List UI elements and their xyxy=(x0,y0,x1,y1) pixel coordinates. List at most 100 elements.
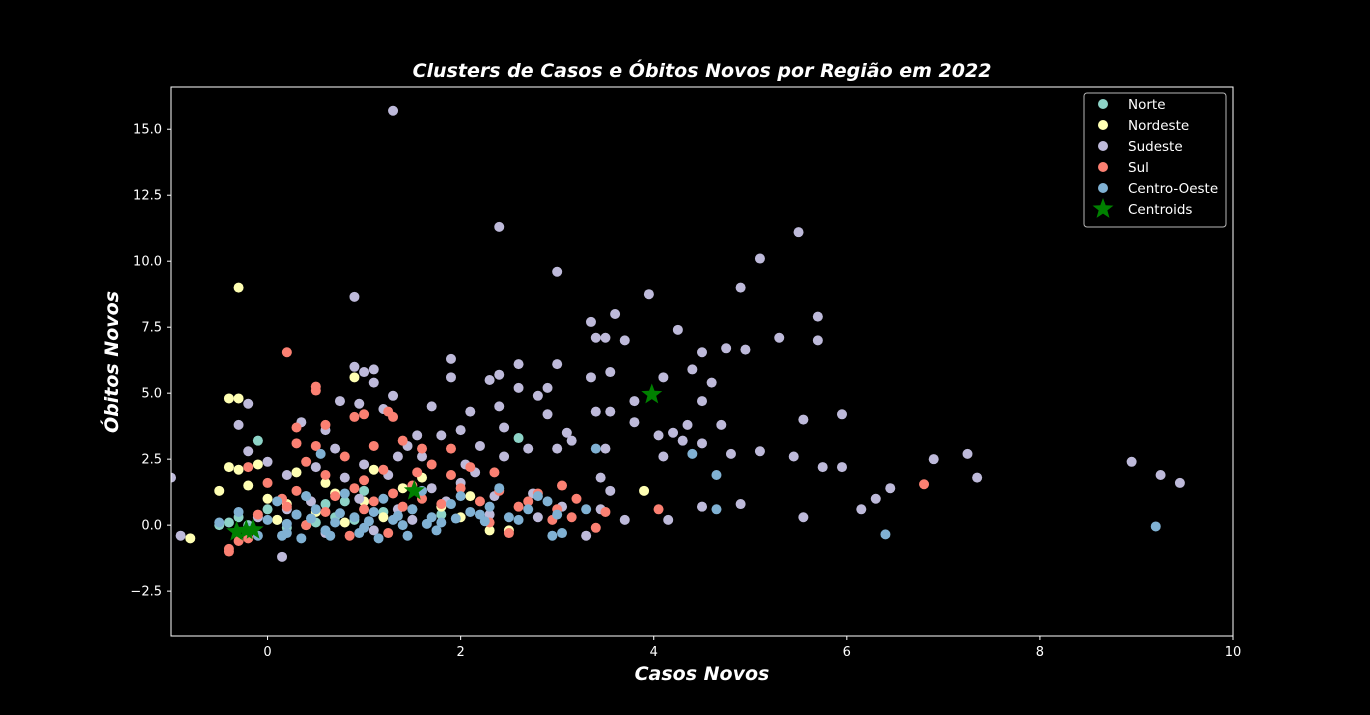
sudeste-point xyxy=(455,425,466,436)
sul-point xyxy=(330,491,341,502)
sul-point xyxy=(301,456,312,467)
sudeste-point xyxy=(417,451,428,462)
sudeste-point xyxy=(474,440,485,451)
centro-oeste-point xyxy=(272,496,283,507)
nordeste-point xyxy=(243,480,254,491)
centro-oeste-point xyxy=(581,504,592,515)
centro-oeste-point xyxy=(590,443,601,454)
sudeste-point xyxy=(243,446,254,457)
sudeste-point xyxy=(392,451,403,462)
centro-oeste-point xyxy=(354,528,365,539)
sudeste-point xyxy=(619,514,630,525)
sudeste-point xyxy=(561,427,572,438)
sudeste-point xyxy=(359,459,370,470)
centro-oeste-point xyxy=(296,533,307,544)
y-tick-label: 5.0 xyxy=(141,387,162,402)
sul-point xyxy=(474,496,485,507)
norte-point xyxy=(320,499,331,510)
sul-point xyxy=(412,467,423,478)
sudeste-point xyxy=(368,377,379,388)
centro-oeste-point xyxy=(436,517,447,528)
sul-point xyxy=(388,411,399,422)
centro-oeste-point xyxy=(233,506,244,517)
sul-point xyxy=(349,411,360,422)
sudeste-point xyxy=(972,472,983,483)
sudeste-point xyxy=(175,530,186,541)
sudeste-point xyxy=(605,485,616,496)
y-tick-label: −2.5 xyxy=(130,585,162,600)
x-tick-label: 2 xyxy=(456,645,464,660)
centro-oeste-point xyxy=(301,491,312,502)
sudeste-point xyxy=(513,359,524,370)
centro-oeste-point xyxy=(503,512,514,523)
centro-oeste-point xyxy=(339,488,350,499)
centro-oeste-point xyxy=(494,483,505,494)
sul-point xyxy=(243,462,254,473)
y-tick-label: 15.0 xyxy=(133,123,162,138)
sudeste-point xyxy=(716,419,727,430)
sudeste-point xyxy=(513,382,524,393)
sul-point xyxy=(465,462,476,473)
sudeste-point xyxy=(677,435,688,446)
sudeste-point xyxy=(754,253,765,264)
sudeste-point xyxy=(585,372,596,383)
sudeste-point xyxy=(542,409,553,420)
sul-point xyxy=(378,464,389,475)
sudeste-point xyxy=(581,530,592,541)
nordeste-point xyxy=(397,483,408,494)
sudeste-point xyxy=(354,398,365,409)
sudeste-point xyxy=(426,483,437,494)
sudeste-point xyxy=(523,443,534,454)
sudeste-point xyxy=(484,374,495,385)
legend-marker xyxy=(1092,198,1114,218)
sudeste-point xyxy=(243,398,254,409)
legend-label: Sul xyxy=(1128,160,1149,176)
sudeste-point xyxy=(171,472,176,483)
norte-point xyxy=(262,504,273,515)
sudeste-point xyxy=(754,446,765,457)
sul-point xyxy=(503,528,514,539)
sudeste-point xyxy=(697,501,707,512)
legend-box xyxy=(1083,92,1227,228)
nordeste-point xyxy=(272,514,283,525)
sudeste-point xyxy=(619,335,630,346)
nordeste-point xyxy=(233,393,244,404)
sudeste-point xyxy=(605,367,616,378)
x-axis: 0 2 4 6 8 10 xyxy=(263,636,1241,660)
nordeste-point xyxy=(233,282,244,293)
centro-oeste-point xyxy=(711,470,722,480)
sudeste-point xyxy=(610,308,621,319)
sudeste-point xyxy=(836,409,847,420)
sudeste-point xyxy=(590,332,601,343)
centro-oeste-point xyxy=(532,491,543,502)
sudeste-point xyxy=(697,438,707,449)
centro-oeste-point xyxy=(402,530,413,541)
data-points xyxy=(171,105,1185,562)
centro-oeste-point xyxy=(1150,521,1161,532)
y-tick-label: 7.5 xyxy=(141,321,162,336)
sudeste-point xyxy=(281,470,292,480)
centro-oeste-point xyxy=(281,518,292,529)
centro-oeste-point xyxy=(880,529,891,540)
sudeste-point xyxy=(682,419,693,430)
sul-point xyxy=(320,419,331,430)
centro-oeste-point xyxy=(262,514,273,525)
y-axis-title: Óbitos Novos xyxy=(99,291,123,433)
sudeste-point xyxy=(774,332,785,343)
centro-oeste-point xyxy=(315,448,326,459)
x-tick-label: 8 xyxy=(1036,645,1044,660)
sudeste-point xyxy=(532,390,543,401)
centro-oeste-point xyxy=(368,506,379,517)
sul-point xyxy=(590,522,601,533)
nordeste-point xyxy=(349,372,360,383)
sudeste-point xyxy=(552,266,563,277)
nordeste-point xyxy=(262,493,273,504)
sul-point xyxy=(445,443,456,454)
sul-point xyxy=(320,470,331,480)
sudeste-point xyxy=(721,343,732,354)
sul-point xyxy=(359,475,370,486)
sudeste-point xyxy=(885,483,896,494)
centro-oeste-point xyxy=(547,530,558,541)
sudeste-point xyxy=(494,221,505,232)
nordeste-point xyxy=(368,464,379,475)
